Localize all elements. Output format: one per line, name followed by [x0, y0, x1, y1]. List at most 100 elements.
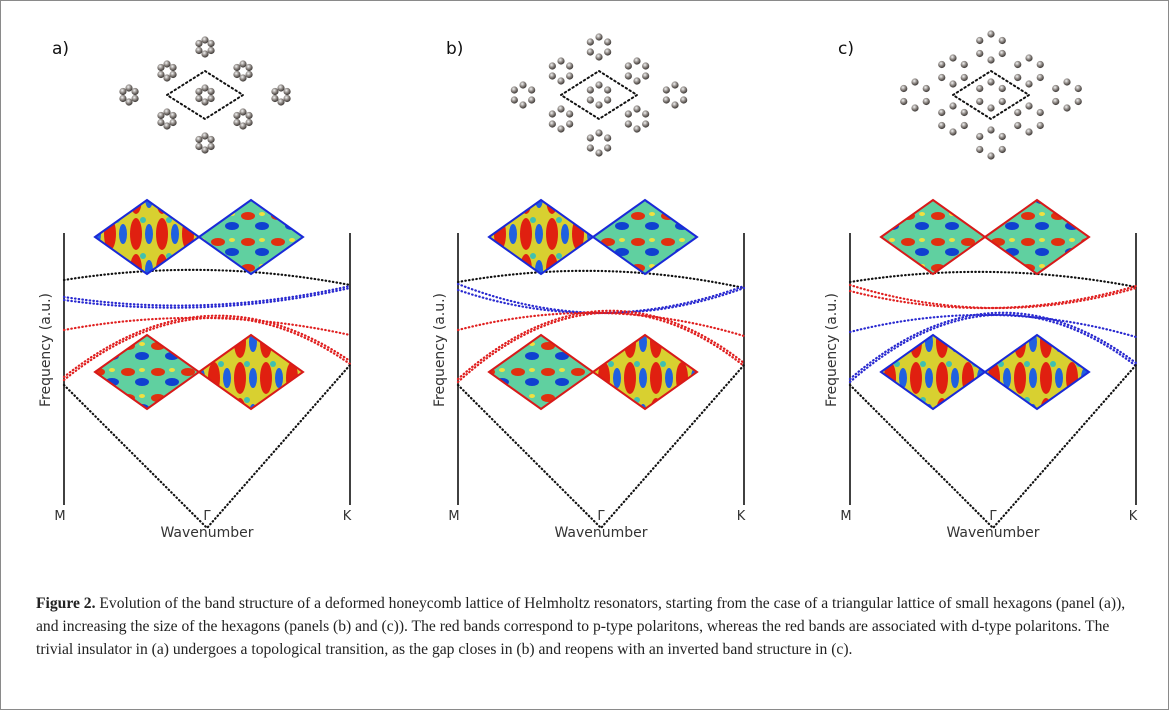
resonator [271, 87, 279, 96]
resonator [207, 135, 215, 144]
resonator [207, 39, 215, 48]
resonator [163, 60, 171, 68]
resonator [277, 84, 285, 92]
resonator [604, 48, 612, 56]
resonator [157, 118, 165, 127]
resonator [976, 49, 984, 58]
resonator [960, 108, 968, 117]
resonator [163, 122, 171, 130]
resonator [586, 48, 594, 56]
resonator [900, 84, 908, 93]
resonator [987, 152, 995, 160]
panel-label: a) [52, 39, 69, 59]
resonator [566, 120, 574, 128]
resonator [566, 110, 574, 118]
resonator [125, 98, 133, 106]
band [848, 313, 1138, 339]
resonator [938, 73, 946, 82]
resonator [987, 56, 995, 64]
caption: Figure 2. Evolution of the band structur… [36, 592, 1136, 661]
resonator [998, 132, 1006, 141]
band [848, 311, 1138, 381]
resonator [557, 125, 565, 133]
resonator [207, 94, 215, 103]
resonator [900, 97, 908, 106]
resonator [987, 78, 995, 86]
resonator [207, 46, 215, 55]
x-tick-label: Γ [203, 509, 211, 524]
panel-label: b) [446, 39, 463, 59]
resonator [1014, 60, 1022, 69]
resonator [201, 146, 209, 154]
resonator [1014, 73, 1022, 82]
band [62, 363, 352, 530]
band [456, 284, 746, 315]
resonator [604, 96, 612, 104]
resonator [528, 86, 536, 94]
resonator [586, 144, 594, 152]
resonator [510, 86, 518, 94]
figure: a) M Γ K Wavenumber Frequency (a.u.) b) M Γ K Wave… [38, 30, 1138, 541]
resonator [233, 63, 241, 72]
resonator [680, 86, 688, 94]
resonator [207, 87, 215, 96]
mode-profile [487, 198, 595, 276]
mode-profile [591, 198, 699, 276]
x-tick-label: Γ [989, 509, 997, 524]
resonator [566, 62, 574, 70]
resonator [633, 57, 641, 65]
resonator [642, 110, 650, 118]
resonator [604, 134, 612, 142]
resonator [125, 84, 133, 92]
band [456, 311, 746, 338]
y-axis-label: Frequency (a.u.) [432, 293, 448, 407]
resonator [157, 63, 165, 72]
resonator [1063, 104, 1071, 112]
resonator [976, 97, 984, 106]
resonator [557, 77, 565, 85]
x-axis-label: Wavenumber [160, 525, 253, 541]
resonator [624, 110, 632, 118]
resonator [1025, 54, 1033, 62]
mode-profile [197, 198, 305, 276]
x-tick-label: K [737, 509, 746, 524]
resonator [960, 73, 968, 82]
resonator [938, 60, 946, 69]
unit-cell [559, 69, 639, 121]
resonator [195, 39, 203, 48]
resonator [548, 62, 556, 70]
resonator [548, 110, 556, 118]
resonator [642, 62, 650, 70]
band [848, 270, 1138, 289]
resonator [283, 94, 291, 103]
resonator [233, 111, 241, 120]
resonator [245, 118, 253, 127]
resonator [662, 96, 670, 104]
resonator [586, 134, 594, 142]
resonator [987, 126, 995, 134]
resonator [207, 142, 215, 151]
resonator [1025, 128, 1033, 136]
resonator [987, 104, 995, 112]
resonator [233, 70, 241, 79]
band [62, 286, 352, 309]
resonator [201, 50, 209, 58]
resonator [680, 96, 688, 104]
resonator [271, 94, 279, 103]
band [848, 313, 1138, 384]
band [62, 316, 352, 337]
resonator [245, 63, 253, 72]
resonator [949, 80, 957, 88]
resonator [1025, 102, 1033, 110]
resonator [239, 108, 247, 116]
resonator [642, 120, 650, 128]
resonator [586, 86, 594, 94]
resonator [1036, 73, 1044, 82]
resonator [624, 120, 632, 128]
resonator [938, 108, 946, 117]
resonator [548, 72, 556, 80]
resonator [169, 118, 177, 127]
band [456, 269, 746, 290]
unit-cell [165, 69, 245, 121]
resonator [201, 98, 209, 106]
